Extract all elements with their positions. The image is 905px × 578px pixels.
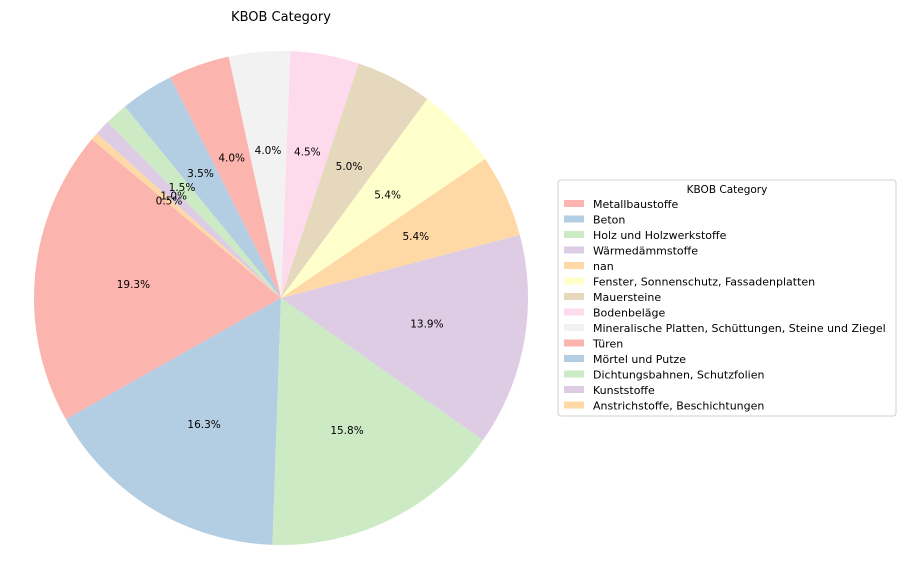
pie-slice bbox=[107, 106, 281, 299]
legend-items: Metallbaustoffe Beton Holz und Holzwerksto… bbox=[564, 198, 886, 413]
pie-slice bbox=[124, 77, 281, 298]
legend-label: Bodenbeläge bbox=[593, 307, 666, 320]
legend-swatch bbox=[564, 293, 584, 300]
legend-swatch bbox=[564, 200, 584, 207]
pie-slice bbox=[170, 56, 281, 298]
pie-slices bbox=[34, 50, 529, 545]
pie-slice bbox=[281, 158, 520, 298]
pie-pct-label: 19.3% bbox=[117, 279, 150, 291]
legend-label: Fenster, Sonnenschutz, Fassadenplatten bbox=[593, 276, 815, 289]
pie-pct-label: 3.5% bbox=[187, 168, 214, 180]
legend-label: Mauersteine bbox=[593, 291, 661, 304]
legend-swatch bbox=[564, 401, 584, 409]
pie-pct-label: 4.0% bbox=[218, 153, 245, 165]
pie-pct-label: 4.5% bbox=[294, 147, 321, 159]
legend-label: Anstrichstoffe, Beschichtungen bbox=[593, 400, 764, 413]
chart-title: KBOB Category bbox=[231, 10, 331, 25]
legend-label: Dichtungsbahnen, Schutzfolien bbox=[593, 369, 764, 382]
legend-swatch bbox=[564, 262, 584, 269]
legend-swatch bbox=[564, 355, 584, 362]
pie-pct-label: 1.5% bbox=[169, 182, 196, 194]
pie-slice bbox=[281, 234, 529, 441]
legend-swatch bbox=[564, 215, 584, 223]
legend-label: Holz und Holzwerkstoffe bbox=[593, 229, 727, 242]
legend-swatch bbox=[564, 386, 584, 393]
pie-pct-label: 13.9% bbox=[410, 319, 443, 331]
legend-label: Metallbaustoffe bbox=[593, 198, 678, 211]
legend-title: KBOB Category bbox=[687, 184, 768, 196]
legend-label: Beton bbox=[593, 214, 625, 227]
pie-pct-label: 5.4% bbox=[374, 190, 401, 202]
legend-swatch bbox=[564, 324, 584, 331]
legend-label: Türen bbox=[592, 338, 623, 351]
legend-swatch bbox=[564, 339, 584, 347]
legend-label: Mineralische Platten, Schüttungen, Stein… bbox=[593, 322, 886, 335]
legend: KBOB Category Metallbaustoffe Beton Holz u… bbox=[557, 179, 897, 417]
pie-pct-labels: 19.3% 16.3% 15.8% 13.9% 5.4% 5.4% 5.0% 4.5% 4.0%… bbox=[117, 145, 444, 437]
legend-label: Kunststoffe bbox=[593, 384, 655, 397]
pie-pct-label: 1.0% bbox=[160, 190, 187, 202]
legend-swatch bbox=[564, 277, 584, 285]
pie-slice bbox=[281, 63, 428, 298]
pie-slice bbox=[34, 139, 281, 420]
legend-frame bbox=[557, 179, 897, 417]
pie-slice bbox=[272, 298, 483, 545]
pie-slice bbox=[91, 133, 281, 298]
pie-pct-label: 16.3% bbox=[187, 419, 220, 431]
pie-pct-label: 0.5% bbox=[156, 196, 183, 208]
legend-label: Mörtel und Putze bbox=[593, 353, 686, 366]
pie-slice bbox=[65, 298, 281, 545]
pie-pct-label: 5.4% bbox=[402, 231, 429, 243]
legend-label: Wärmedämmstoffe bbox=[593, 245, 698, 258]
pie-slice bbox=[228, 50, 291, 299]
legend-swatch bbox=[564, 370, 584, 378]
legend-swatch bbox=[564, 231, 584, 238]
pie-pct-label: 15.8% bbox=[330, 425, 363, 437]
legend-swatch bbox=[564, 308, 584, 316]
pie-slice bbox=[281, 98, 486, 298]
pie-pct-label: 4.0% bbox=[255, 145, 282, 157]
legend-swatch bbox=[564, 246, 584, 254]
pie-slice bbox=[281, 51, 359, 298]
pie-pct-label: 5.0% bbox=[336, 161, 363, 173]
legend-label: nan bbox=[593, 260, 614, 273]
pie-slice bbox=[96, 122, 281, 299]
